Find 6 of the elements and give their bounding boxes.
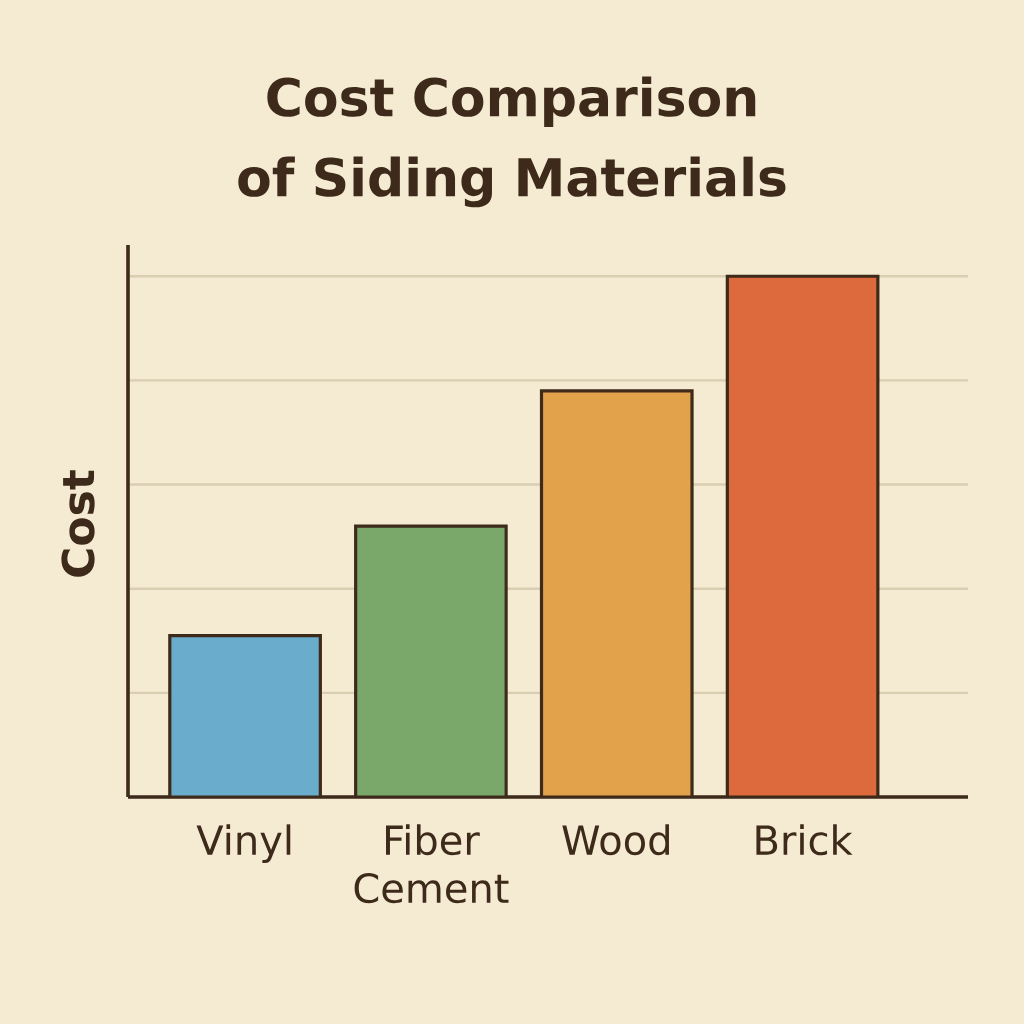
x-tick-label: Brick xyxy=(756,824,853,856)
x-tick-label: Fiber Cement xyxy=(354,824,509,904)
x-tick-label: Vinyl xyxy=(196,824,291,864)
x-tick-label: Wood xyxy=(562,824,669,856)
y-axis-title: Cost xyxy=(61,470,95,577)
chart-title: Cost Comparison of Siding Materials xyxy=(238,76,786,208)
